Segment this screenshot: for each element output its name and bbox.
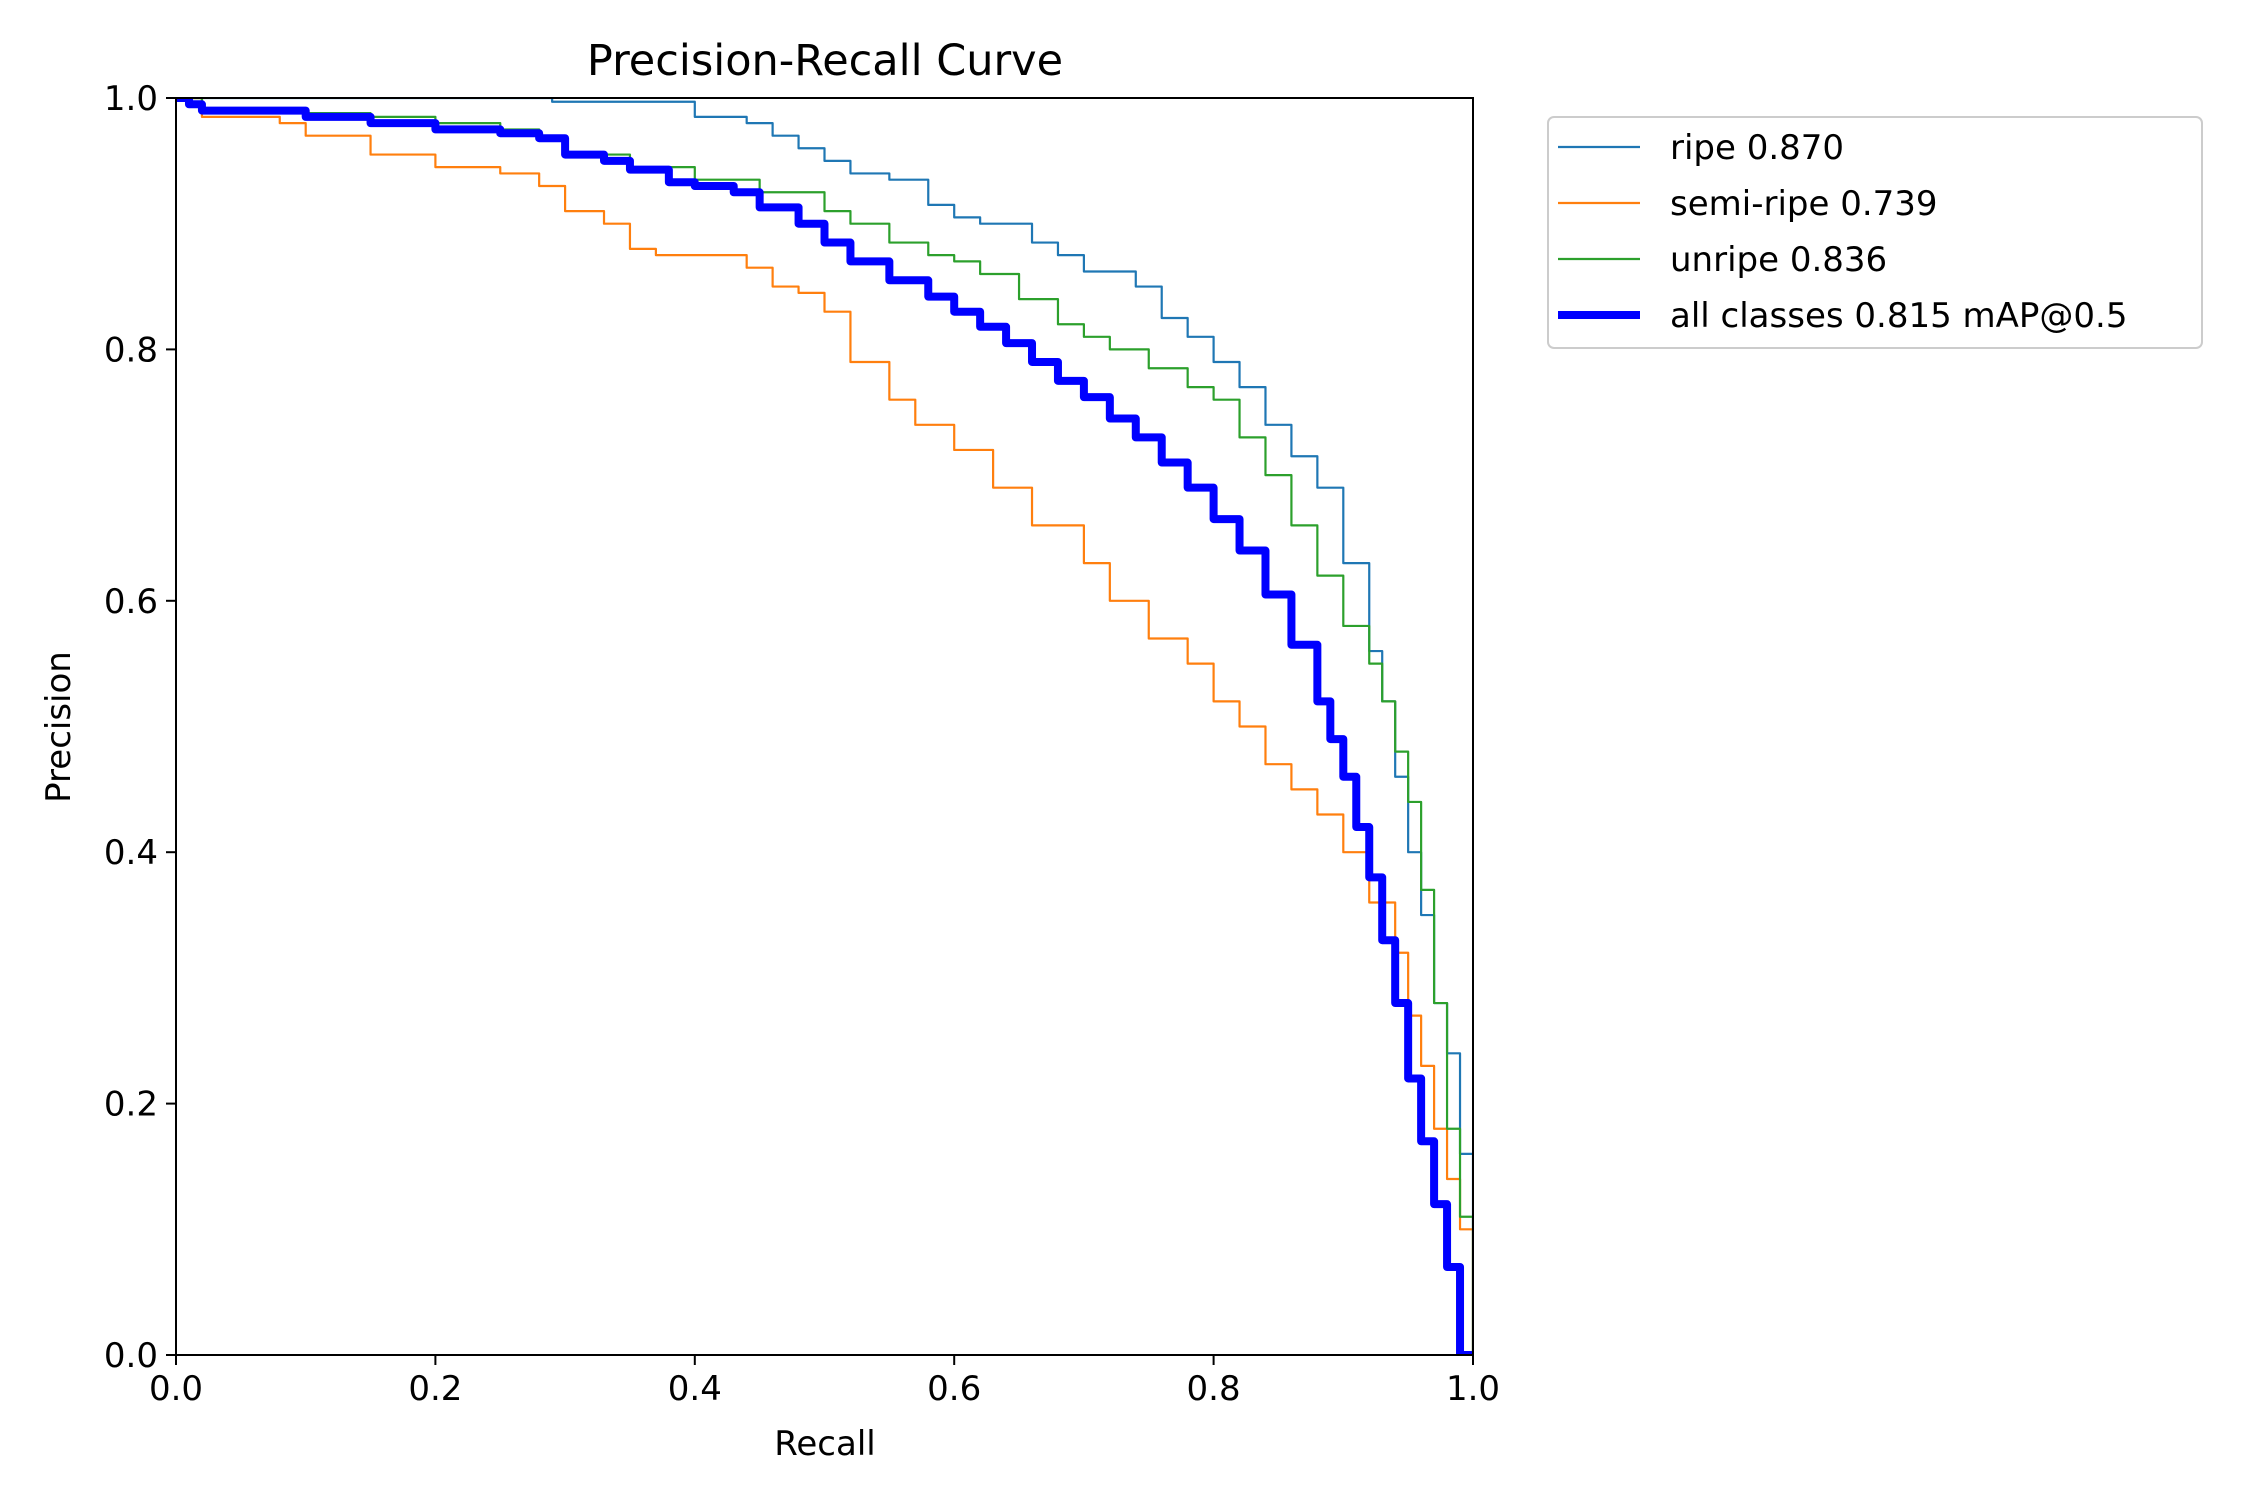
legend: ripe 0.870 semi-ripe 0.739 unripe 0.836 all… <box>1547 116 2203 349</box>
plot-frame <box>175 97 1474 1356</box>
series-layer <box>176 98 1473 1355</box>
x-tick-label: 0.4 <box>668 1369 722 1409</box>
y-tick-label: 0.4 <box>104 833 158 873</box>
x-tick-label: 1.0 <box>1446 1369 1500 1409</box>
y-tick-label: 0.6 <box>104 582 158 622</box>
plot-area <box>175 97 1474 1356</box>
y-axis-label: Precision <box>39 651 79 803</box>
x-tick-label: 0.2 <box>408 1369 462 1409</box>
x-tick-label: 0.8 <box>1187 1369 1241 1409</box>
y-tick-label: 0.8 <box>104 330 158 370</box>
chart-title: Precision-Recall Curve <box>587 36 1063 86</box>
legend-label-2: unripe 0.836 <box>1670 240 1887 280</box>
x-tick-label: 0.0 <box>149 1369 203 1409</box>
series-line-1 <box>176 98 1473 1355</box>
legend-label-1: semi-ripe 0.739 <box>1670 184 1938 224</box>
x-axis-label: Recall <box>774 1424 875 1464</box>
series-line-3 <box>176 98 1473 1355</box>
y-tick-label: 0.0 <box>104 1336 158 1376</box>
y-tick-label: 1.0 <box>104 79 158 119</box>
y-axis-ticks: 0.0 0.2 0.4 0.6 0.8 1.0 <box>104 79 176 1376</box>
legend-label-3: all classes 0.815 mAP@0.5 <box>1670 296 2127 336</box>
legend-frame <box>1547 116 2203 349</box>
legend-label-0: ripe 0.870 <box>1670 128 1844 168</box>
legend-items: ripe 0.870 semi-ripe 0.739 unripe 0.836 all… <box>1558 128 2127 336</box>
x-tick-label: 0.6 <box>927 1369 981 1409</box>
y-tick-label: 0.2 <box>104 1085 158 1125</box>
series-line-0 <box>176 98 1473 1355</box>
x-axis-ticks: 0.0 0.2 0.4 0.6 0.8 1.0 <box>149 1355 1500 1409</box>
